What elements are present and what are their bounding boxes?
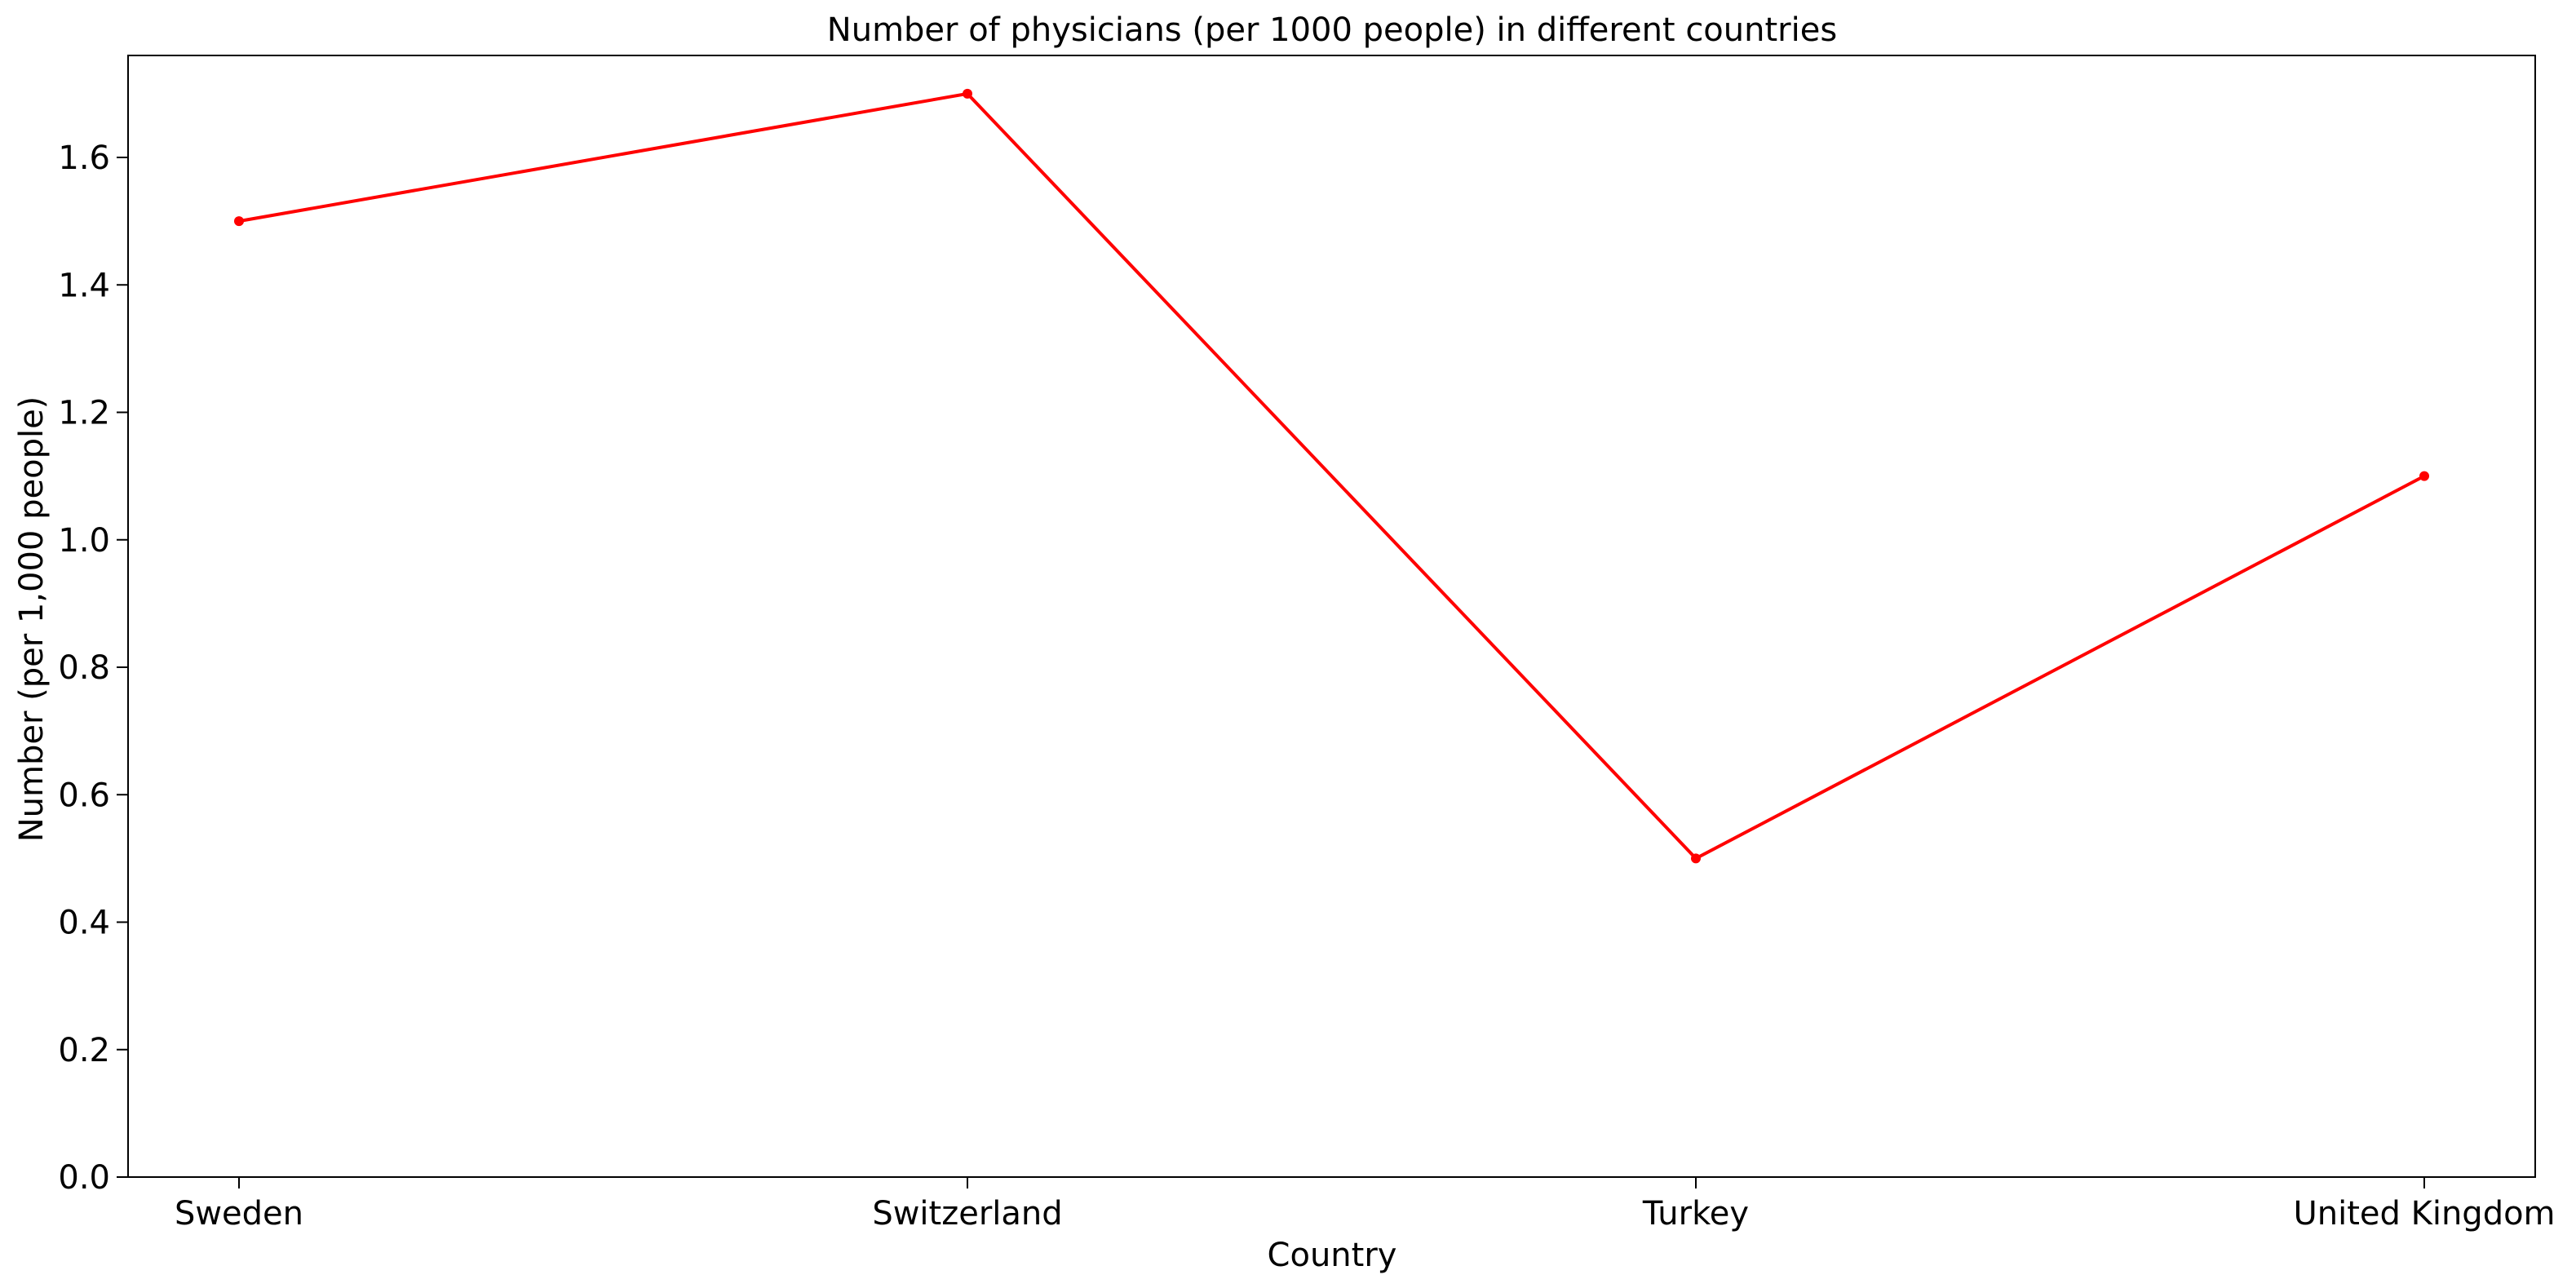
y-tick-label: 0.6 xyxy=(58,777,110,814)
data-point xyxy=(2419,471,2429,481)
y-axis-label: Number (per 1,000 people) xyxy=(13,396,51,843)
y-tick-label: 0.4 xyxy=(58,905,110,942)
x-axis-label: Country xyxy=(1268,1237,1397,1274)
x-tick-label: Turkey xyxy=(1642,1195,1749,1233)
x-tick-label: Switzerland xyxy=(872,1195,1062,1233)
plot-frame xyxy=(127,55,2536,1178)
y-tick-label: 0.2 xyxy=(58,1032,110,1069)
x-tick-label: Sweden xyxy=(175,1195,303,1233)
x-tick-label: United Kingdom xyxy=(2293,1195,2555,1233)
y-tick-label: 1.4 xyxy=(58,267,110,304)
y-tick-label: 1.2 xyxy=(58,395,110,432)
chart-title: Number of physicians (per 1000 people) i… xyxy=(827,11,1837,49)
y-tick-label: 1.0 xyxy=(58,522,110,560)
series-line xyxy=(238,91,2425,861)
y-tick-label: 1.6 xyxy=(58,139,110,177)
data-point xyxy=(963,88,972,99)
y-tick-label: 0.0 xyxy=(58,1159,110,1197)
data-point xyxy=(234,216,244,227)
plot-area: 0.0 0.2 0.4 0.6 0.8 1.0 1.2 1.4 1.6 Sweden Switzer… xyxy=(58,55,2556,1233)
y-tick-label: 0.8 xyxy=(58,649,110,687)
data-point xyxy=(1691,853,1701,864)
